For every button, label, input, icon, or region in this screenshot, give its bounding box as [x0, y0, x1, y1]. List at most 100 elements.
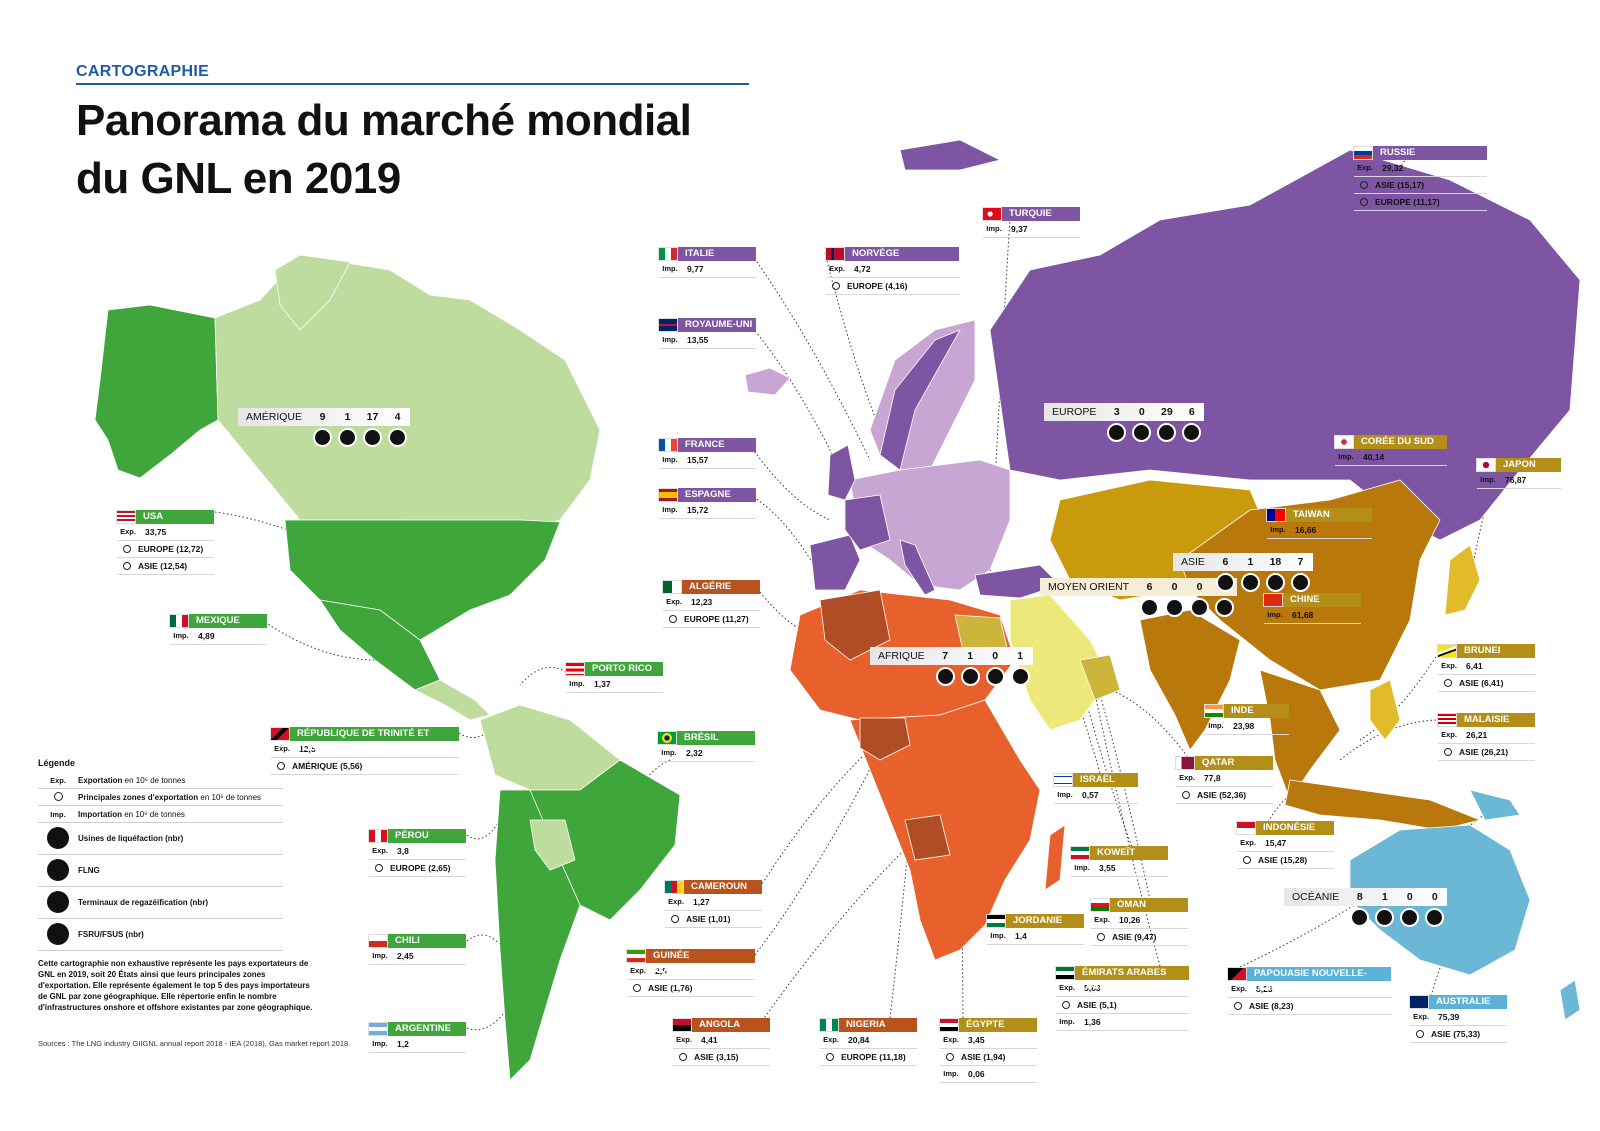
leader-line: [754, 749, 881, 956]
row-value: 1,4: [1015, 931, 1027, 941]
flag-spain-icon: [658, 488, 678, 502]
flag-angola-icon: [672, 1018, 692, 1032]
country-card-australie: AUSTRALIE Exp. 75,39 ASIE (75,33): [1409, 995, 1507, 1043]
country-name: CHILI: [368, 934, 466, 948]
row-key: Imp.: [662, 455, 678, 464]
country-label: NIGERIA: [846, 1019, 886, 1030]
country-card-oman: OMAN Exp. 10,26 ASIE (9,47): [1090, 898, 1188, 946]
row-key: Imp.: [1057, 790, 1073, 799]
row-value: 1,37: [594, 679, 611, 689]
regasification-icon: [1400, 908, 1419, 927]
country-label: PÉROU: [395, 830, 429, 841]
row-key: Exp.: [1441, 730, 1457, 739]
shape-alaska: [94, 304, 219, 479]
shape-iberia: [809, 534, 861, 591]
row-value: 26,21: [1466, 730, 1488, 740]
country-card-italie: ITALIE Imp. 9,77: [658, 247, 756, 278]
card-row: ASIE (5,1): [1056, 997, 1189, 1014]
country-label: CAMEROUN: [691, 881, 747, 892]
country-name: ÉGYPTE: [939, 1018, 1037, 1032]
shape-greenland: [274, 254, 351, 331]
row-key: Exp.: [1059, 983, 1075, 992]
row-key: Exp.: [829, 264, 845, 273]
country-label: GUINÉE ÉQUATORIALE: [653, 950, 722, 975]
legend-label-text: Usines de liquéfaction (nbr): [78, 834, 184, 843]
row-value: EUROPE (11,17): [1375, 197, 1440, 207]
zone-count: 7: [1297, 556, 1304, 568]
country-label: BRÉSIL: [684, 732, 719, 743]
flag-india-icon: [1204, 704, 1224, 718]
row-value: 2,32: [686, 748, 703, 758]
legend-unit: en 10⁶ de tonnes: [122, 809, 185, 819]
zone-count: 17: [366, 411, 379, 423]
legend-label-text: Principales zones d'exportation: [78, 792, 199, 802]
row-key: Imp.: [661, 748, 677, 757]
leader-line: [759, 829, 926, 1025]
flng-icon: [1241, 573, 1260, 592]
card-row: Imp. 16,66: [1267, 522, 1372, 539]
country-card-taiwan: TAIWAN Imp. 16,66: [1266, 508, 1372, 539]
fsru-icon: [1215, 598, 1234, 617]
flag-peru-icon: [368, 829, 388, 843]
country-label: MEXIQUE: [196, 615, 240, 626]
country-label: ARGENTINE: [395, 1023, 451, 1034]
card-row: ASIE (12,54): [117, 558, 214, 575]
export-zone-icon: [1182, 791, 1190, 799]
export-zone-icon: [832, 282, 840, 290]
country-label: INDE: [1231, 705, 1254, 716]
leader-line: [1359, 649, 1441, 741]
row-value: 3,45: [968, 1035, 985, 1045]
export-zone-icon: [679, 1053, 687, 1061]
fsru-icon: [1182, 423, 1201, 442]
row-value: ASIE (5,1): [1077, 1000, 1117, 1010]
row-value: 40,14: [1363, 452, 1385, 462]
row-key: Exp.: [372, 846, 388, 855]
zone-count: 0: [1138, 406, 1145, 418]
country-card-egypte: ÉGYPTE Exp. 3,45 ASIE (1,94) Imp. 0,06: [939, 1018, 1037, 1083]
flag-algeria-icon: [662, 580, 682, 594]
country-label: USA: [143, 511, 164, 522]
leader-line: [466, 1004, 511, 1031]
leader-line: [749, 444, 831, 521]
flng-icon: [1132, 423, 1151, 442]
country-name: INDE: [1204, 704, 1289, 718]
card-row: ASIE (9,47): [1091, 929, 1188, 946]
country-label: PORTO RICO: [592, 663, 652, 674]
row-value: 15,72: [687, 505, 709, 515]
export-zone-icon: [123, 562, 131, 570]
zone-count: 18: [1269, 556, 1282, 568]
zone-icons: [1040, 598, 1237, 617]
zone-bar: OCÉANIE 8 1 0 0: [1284, 888, 1448, 906]
country-label: ITALIE: [685, 248, 715, 259]
flag-israel-icon: [1053, 773, 1073, 787]
country-card-cameroun: CAMEROUN Exp. 1,27 ASIE (1,01): [664, 880, 762, 928]
row-value: ASIE (75,33): [1431, 1029, 1481, 1039]
liquefaction-icon: [1140, 598, 1159, 617]
regasification-icon: [1157, 423, 1176, 442]
card-row: Exp. 15,47: [1237, 835, 1334, 852]
card-row: Imp. 1,2: [369, 1036, 466, 1053]
legend-row: FSRU/FSUS (nbr): [38, 919, 283, 951]
zone-name: AMÉRIQUE: [246, 411, 303, 423]
row-value: ASIE (15,17): [1375, 180, 1425, 190]
card-row: Imp. 9,77: [659, 261, 756, 278]
country-card-porto-rico: PORTO RICO Imp. 1,37: [565, 662, 663, 693]
card-row: Imp. 40,14: [1335, 449, 1447, 466]
zone-afrique: AFRIQUE 7 1 0 1: [870, 647, 1033, 686]
row-value: 4,89: [198, 631, 215, 641]
card-row: Imp. 2,32: [658, 745, 755, 762]
zone-name: ASIE: [1181, 556, 1205, 568]
shape-central-america: [414, 679, 491, 721]
zone-count: 7: [942, 650, 949, 662]
row-value: EUROPE (11,18): [841, 1052, 906, 1062]
country-name: CHINE: [1263, 593, 1361, 607]
card-row: Exp. 12,23: [663, 594, 760, 611]
legend-row: Usines de liquéfaction (nbr): [38, 823, 283, 855]
flag-cameroon-icon: [664, 880, 684, 894]
country-label: INDONÉSIE: [1263, 822, 1316, 833]
country-label: NORVÈGE: [852, 248, 900, 259]
shape-france: [844, 494, 891, 551]
row-value: 23,98: [1233, 721, 1255, 731]
shape-japan: [1444, 544, 1481, 616]
country-label: ISRAËL: [1080, 774, 1115, 785]
